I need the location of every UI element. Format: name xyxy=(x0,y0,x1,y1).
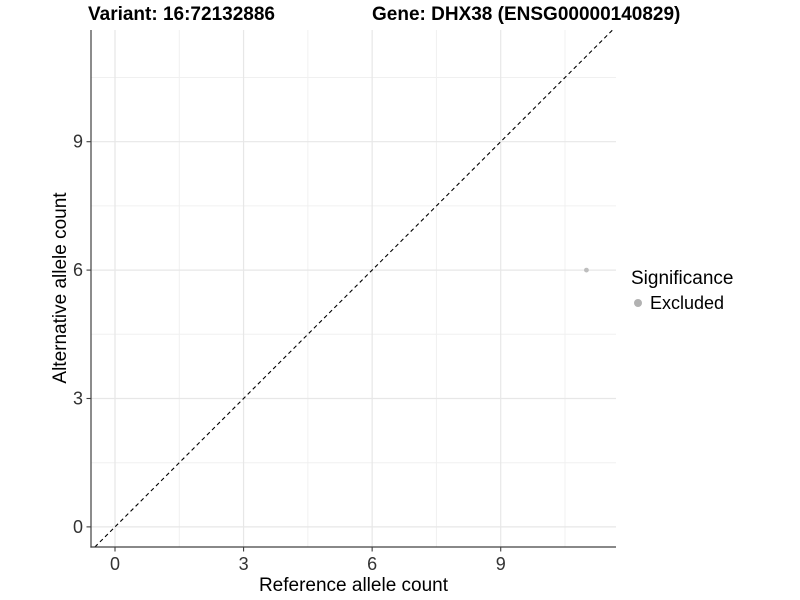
y-tick-label: 0 xyxy=(73,517,83,537)
x-tick-label: 9 xyxy=(496,554,506,574)
x-axis-title: Reference allele count xyxy=(258,575,449,596)
x-tick-label: 3 xyxy=(239,554,249,574)
y-axis-title: Alternative allele count xyxy=(50,192,71,384)
x-tick-label: 6 xyxy=(367,554,377,574)
legend-item-label: Excluded xyxy=(650,293,725,313)
legend-point-icon xyxy=(634,299,642,307)
identity-reference-line xyxy=(94,29,613,548)
y-tick-label: 6 xyxy=(73,260,83,280)
x-tick-label: 0 xyxy=(110,554,120,574)
legend: Significance Excluded xyxy=(631,269,733,312)
data-point xyxy=(584,267,589,273)
y-tick-label: 9 xyxy=(73,132,83,152)
plot-title-variant: Variant: 16:72132886 xyxy=(88,4,275,25)
legend-item-excluded: Excluded xyxy=(631,294,733,312)
y-tick-label: 3 xyxy=(73,388,83,408)
legend-title: Significance xyxy=(631,268,734,289)
plot-title-gene: Gene: DHX38 (ENSG00000140829) xyxy=(372,4,681,25)
